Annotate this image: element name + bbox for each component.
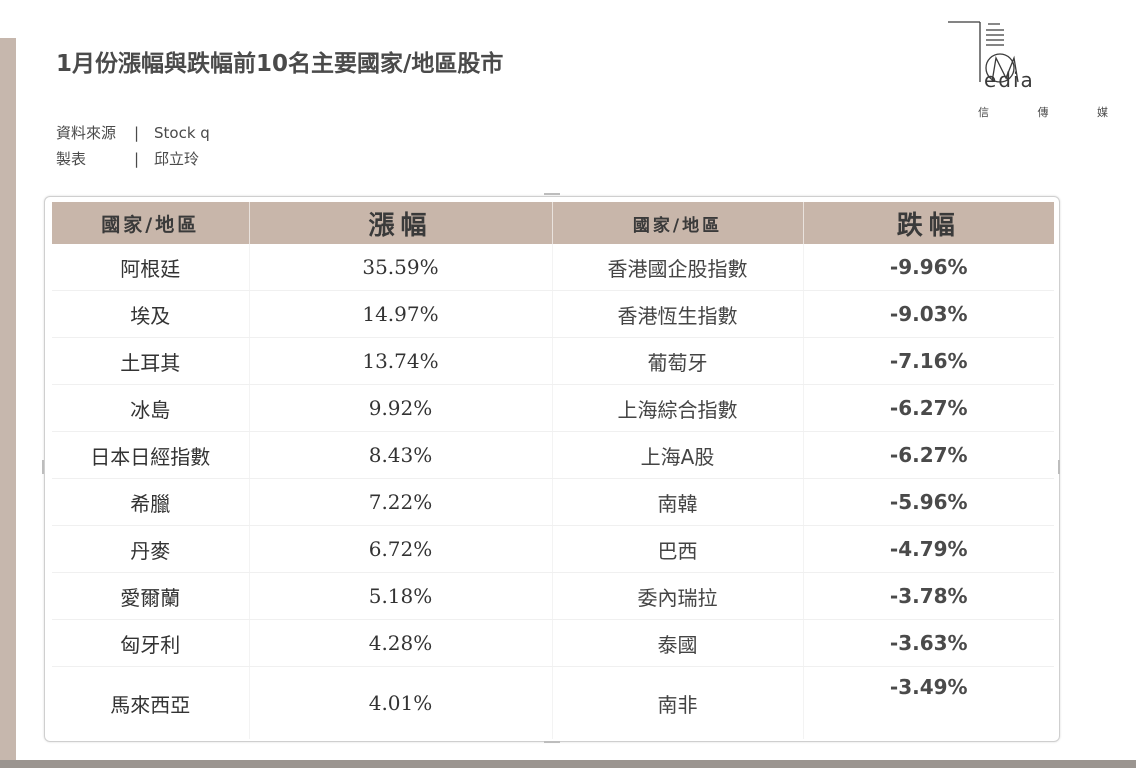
gain-country-cell: 匈牙利 [52,619,250,667]
gain-cell: 4.01% [249,666,553,739]
table-row: 日本日經指數 8.43% 上海A股 -6.27% [52,431,1054,479]
table-row: 希臘 7.22% 南韓 -5.96% [52,478,1054,526]
loss-cell: -6.27% [803,431,1054,479]
header-gain-country: 國家/地區 [52,202,250,244]
gain-cell: 4.28% [249,619,553,667]
gain-country-cell: 日本日經指數 [52,431,250,479]
page-title: 1月份漲幅與跌幅前10名主要國家/地區股市 [56,51,504,77]
loss-country-cell: 泰國 [552,619,804,667]
gain-country-cell: 希臘 [52,478,250,526]
source-info: 資料來源 | Stock q 製表 | 邱立玲 [56,120,210,172]
source-row: 資料來源 | Stock q [56,120,210,146]
table-row: 愛爾蘭 5.18% 委內瑞拉 -3.78% [52,572,1054,620]
gain-country-cell: 愛爾蘭 [52,572,250,620]
maker-label: 製表 [56,150,87,168]
maker-separator: | [134,150,140,168]
resize-handle-bottom[interactable] [544,741,560,743]
loss-country-cell: 巴西 [552,525,804,573]
loss-country-cell: 委內瑞拉 [552,572,804,620]
gain-cell: 14.97% [249,290,553,338]
gain-cell: 35.59% [249,244,553,291]
gain-cell: 7.22% [249,478,553,526]
loss-cell: -3.78% [803,572,1054,620]
loss-cell: -9.03% [803,290,1054,338]
table-row: 土耳其 13.74% 葡萄牙 -7.16% [52,337,1054,385]
logo-char: 傳 [1037,106,1049,119]
loss-cell: -4.79% [803,525,1054,573]
gain-cell: 13.74% [249,337,553,385]
source-value: Stock q [154,124,210,142]
gain-cell: 8.43% [249,431,553,479]
left-accent-bar [0,38,16,760]
logo-char: 信 [978,106,989,119]
header-loss-country: 國家/地區 [552,202,804,244]
loss-cell: -6.27% [803,384,1054,432]
maker-value: 邱立玲 [154,150,200,168]
loss-country-cell: 南韓 [552,478,804,526]
source-label: 資料來源 [56,124,117,142]
loss-country-cell: 上海A股 [552,431,804,479]
loss-country-cell: 上海綜合指數 [552,384,804,432]
table-row: 匈牙利 4.28% 泰國 -3.63% [52,619,1054,667]
table-row: 丹麥 6.72% 巴西 -4.79% [52,525,1054,573]
gain-country-cell: 土耳其 [52,337,250,385]
table-row: 冰島 9.92% 上海綜合指數 -6.27% [52,384,1054,432]
loss-cell: -3.63% [803,619,1054,667]
resize-handle-left[interactable] [42,460,44,474]
loss-country-cell: 香港恆生指數 [552,290,804,338]
source-separator: | [134,124,140,142]
media-logo: edia 信 傳 媒 [944,16,1114,126]
gain-cell: 6.72% [249,525,553,573]
maker-row: 製表 | 邱立玲 [56,146,210,172]
gain-cell: 9.92% [249,384,553,432]
table-row: 埃及 14.97% 香港恆生指數 -9.03% [52,290,1054,338]
gain-country-cell: 冰島 [52,384,250,432]
loss-cell: -7.16% [803,337,1054,385]
loss-cell: -3.49% [889,675,968,699]
table-header-row: 國家/地區 漲幅 國家/地區 跌幅 [52,202,1054,244]
bottom-accent-bar [0,760,1136,768]
resize-handle-top[interactable] [544,193,560,195]
resize-handle-right[interactable] [1058,460,1060,474]
stock-market-table: 國家/地區 漲幅 國家/地區 跌幅 阿根廷 35.59% 香港國企股指數 -9.… [52,202,1054,739]
loss-cell: -9.96% [803,244,1054,291]
logo-mark-icon [948,21,1019,83]
loss-country-cell: 葡萄牙 [552,337,804,385]
gain-country-cell: 阿根廷 [52,244,250,291]
header-loss: 跌幅 [803,202,1054,244]
gain-country-cell: 馬來西亞 [52,666,250,739]
gain-cell: 5.18% [249,572,553,620]
logo-chinese-text: 信 傳 媒 [978,104,1108,120]
loss-country-cell: 南非 [552,666,804,739]
header-gain: 漲幅 [249,202,553,244]
gain-country-cell: 埃及 [52,290,250,338]
table-row: 馬來西亞 4.01% 南非 -3.49% [52,666,1054,739]
logo-wordmark: edia [984,68,1035,92]
gain-country-cell: 丹麥 [52,525,250,573]
logo-char: 媒 [1097,106,1108,119]
loss-cell: -5.96% [803,478,1054,526]
loss-country-cell: 香港國企股指數 [552,244,804,291]
table-row: 阿根廷 35.59% 香港國企股指數 -9.96% [52,244,1054,291]
